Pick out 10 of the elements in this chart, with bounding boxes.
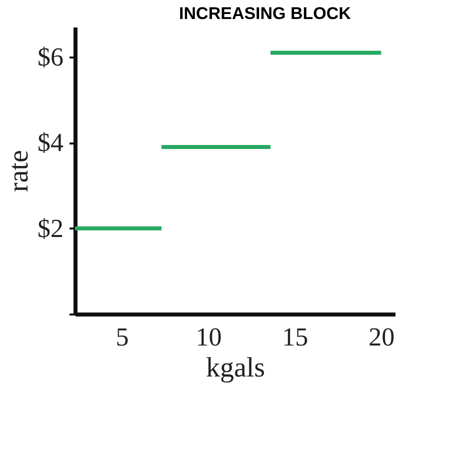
x-tick-label: 15 — [282, 322, 308, 352]
x-tick-label: 20 — [368, 322, 395, 352]
x-axis-title: kgals — [206, 352, 266, 384]
x-tick-label: 10 — [196, 322, 222, 352]
chart-title: INCREASING BLOCK — [179, 4, 352, 23]
y-axis-title: rate — [4, 150, 34, 192]
y-tick-label: $4 — [38, 128, 64, 158]
x-tick-label: 5 — [116, 322, 129, 352]
y-tick-label: $6 — [38, 42, 64, 72]
y-tick-label: $2 — [38, 214, 64, 243]
